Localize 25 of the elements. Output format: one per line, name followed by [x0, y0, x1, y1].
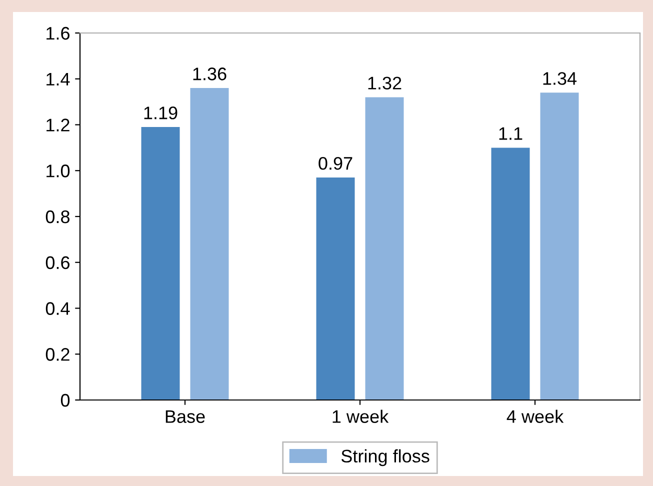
data-label: 1.34	[543, 72, 577, 85]
bar	[540, 92, 579, 400]
y-tick-label: 0.4	[46, 302, 70, 315]
data-label: 1.32	[368, 76, 402, 90]
y-tick-label: 0.8	[46, 210, 70, 224]
bar	[141, 127, 180, 400]
data-label: 0.97	[318, 156, 352, 170]
y-tick-label: 1.2	[46, 118, 70, 132]
data-label: 1.19	[144, 106, 178, 120]
bar	[491, 148, 530, 400]
x-tick-label: Base	[166, 410, 205, 423]
bar	[190, 88, 229, 400]
y-tick-label: 0.2	[46, 348, 70, 361]
y-tick-label: 1.4	[46, 72, 70, 86]
data-label: 1.36	[193, 68, 226, 80]
x-tick-label: 4 week	[506, 410, 564, 423]
legend-label: String floss	[341, 449, 430, 466]
y-tick-label: 1.6	[46, 26, 70, 40]
data-label: 1.1	[499, 127, 522, 140]
bar	[365, 97, 404, 400]
x-tick-label: 1 week	[332, 410, 389, 423]
bar	[316, 178, 355, 400]
y-tick-label: 0	[60, 394, 70, 407]
y-tick-label: 0.6	[46, 256, 70, 270]
y-tick-label: 1.0	[46, 164, 70, 178]
